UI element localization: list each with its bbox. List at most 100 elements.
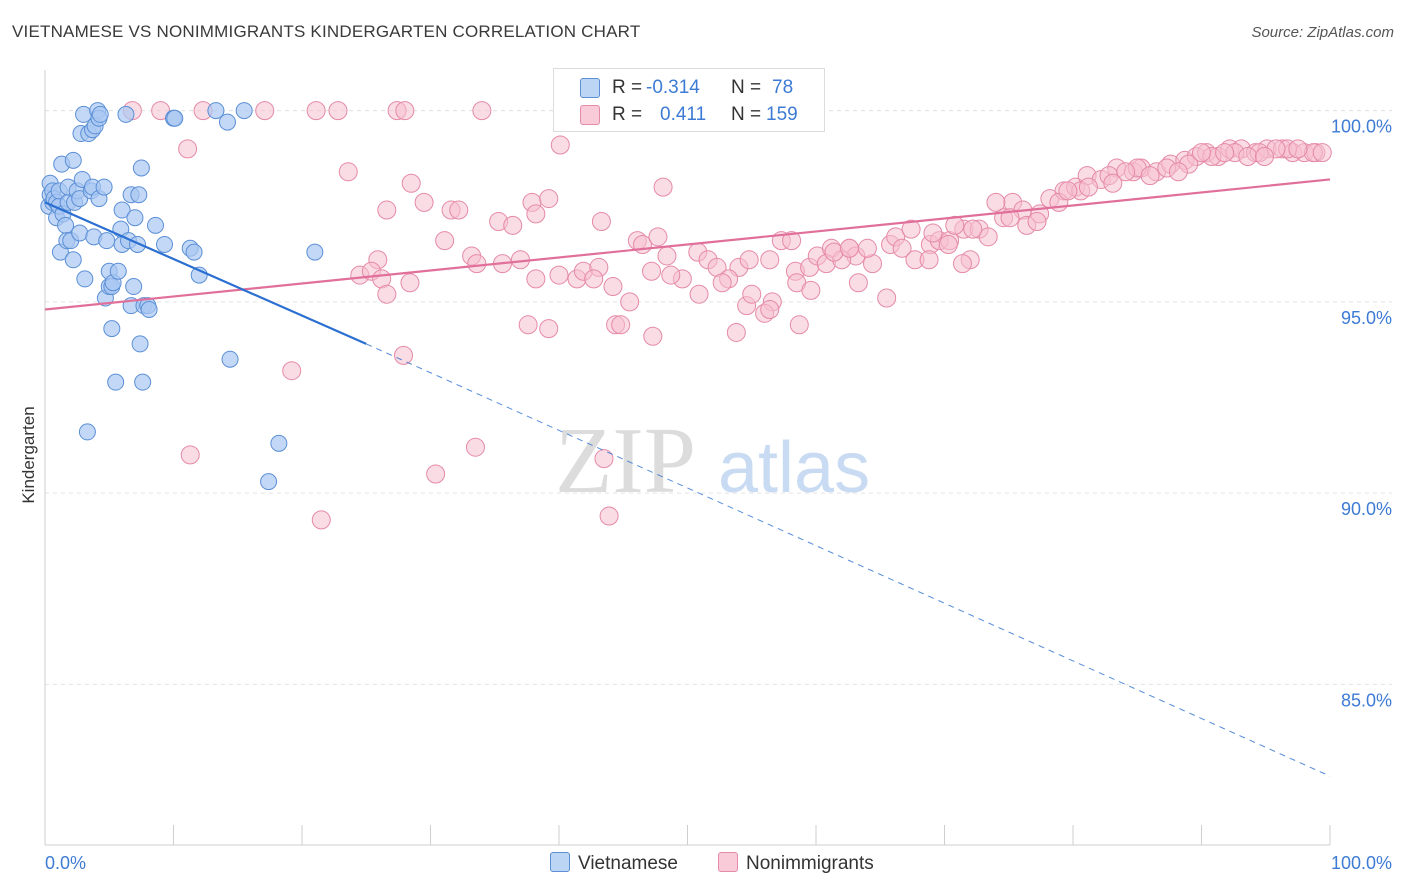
nonimmigrants-point: [377, 284, 397, 304]
nonimmigrants-point: [643, 326, 663, 346]
vietnamese-point: [95, 178, 113, 196]
nonimmigrants-point: [739, 250, 759, 270]
vietnamese-point: [109, 262, 127, 280]
vietnamese-point: [103, 320, 121, 338]
nonimmigrants-point: [539, 189, 559, 209]
n-label: N =: [731, 77, 762, 98]
n-value-vietnamese: 78: [772, 77, 794, 98]
nonimmigrants-point: [963, 219, 983, 239]
r-value-nonimmigrants: 0.411: [660, 104, 707, 125]
nonimmigrants-point: [620, 292, 640, 312]
n-value-nonimmigrants: 159: [766, 104, 798, 125]
vietnamese-swatch: [580, 78, 600, 98]
nonimmigrants-point: [306, 101, 326, 121]
vietnamese-trend-extension: [366, 343, 1331, 777]
nonimmigrants-point: [1027, 212, 1047, 232]
vietnamese-point: [107, 373, 125, 391]
nonimmigrants-point: [394, 345, 414, 365]
vietnamese-point: [76, 270, 94, 288]
nonimmigrants-point: [255, 101, 275, 121]
nonimmigrants-point: [978, 227, 998, 247]
nonimmigrants-point: [503, 215, 523, 235]
nonimmigrants-point: [401, 173, 421, 193]
nonimmigrants-point: [311, 510, 331, 530]
nonimmigrants-point: [877, 288, 897, 308]
nonimmigrants-point: [648, 227, 668, 247]
nonimmigrants-point: [1238, 147, 1258, 166]
vietnamese-trend-line: [44, 201, 367, 345]
nonimmigrants-point: [178, 139, 198, 159]
nonimmigrants-point: [1103, 173, 1123, 193]
watermark-atlas: atlas: [718, 428, 870, 508]
nonimmigrants-point: [426, 464, 446, 484]
vietnamese-point: [98, 232, 116, 250]
r-label: R =: [612, 77, 643, 98]
nonimmigrants-point: [526, 204, 546, 224]
r-label: R =: [612, 104, 643, 125]
nonimmigrants-point: [801, 280, 821, 300]
nonimmigrants-point: [414, 192, 434, 212]
nonimmigrants-trend-line: [44, 178, 1331, 311]
nonimmigrants-point: [435, 231, 455, 251]
nonimmigrants-point: [1140, 166, 1160, 186]
vietnamese-point: [147, 216, 165, 234]
vietnamese-point: [166, 109, 184, 127]
nonimmigrants-point: [938, 234, 958, 254]
nonimmigrants-point: [657, 246, 677, 266]
nonimmigrants-point: [857, 238, 877, 258]
trend-lines: [44, 178, 1331, 777]
bottom-legend-vietnamese: Vietnamese: [550, 852, 678, 875]
nonimmigrants-point: [591, 212, 611, 232]
vietnamese-point: [306, 243, 324, 261]
bottom-legend-nonimmigrants: Nonimmigrants: [718, 852, 874, 875]
nonimmigrants-point: [653, 177, 673, 197]
correlation-legend: R = -0.314 N = 78 R = 0.411 N = 159: [553, 68, 825, 132]
nonimmigrants-point: [1312, 143, 1332, 163]
nonimmigrants-point: [1215, 143, 1235, 163]
y-tick-label: 95.0%: [1341, 308, 1392, 328]
watermark: ZIP atlas: [555, 409, 870, 513]
vietnamese-point: [117, 105, 135, 123]
nonimmigrants-point: [594, 449, 614, 469]
nonimmigrants-point: [712, 273, 732, 293]
source-label: Source: ZipAtlas.com: [1251, 24, 1394, 41]
nonimmigrants-point: [689, 284, 709, 304]
nonimmigrants-point: [395, 101, 415, 121]
legend-row-vietnamese: R = -0.314 N = 78: [554, 74, 824, 102]
nonimmigrants-point: [611, 315, 631, 335]
nonimmigrants-point: [892, 238, 912, 258]
vietnamese-point: [78, 423, 96, 441]
vietnamese-point: [131, 335, 149, 353]
nonimmigrants-point: [472, 101, 492, 121]
y-tick-label: 85.0%: [1341, 690, 1392, 710]
nonimmigrants-point: [742, 284, 762, 304]
nonimmigrants-point: [923, 223, 943, 243]
vietnamese-point: [64, 251, 82, 269]
nonimmigrants-point: [549, 265, 569, 285]
nonimmigrants-point: [328, 101, 348, 121]
chart-title: VIETNAMESE VS NONIMMIGRANTS KINDERGARTEN…: [12, 22, 641, 41]
vietnamese-point: [57, 216, 75, 234]
nonimmigrants-legend-swatch: [718, 852, 738, 872]
x-tick-label: 0.0%: [45, 853, 86, 873]
nonimmigrants-point: [338, 162, 358, 182]
vietnamese-point: [125, 278, 143, 296]
nonimmigrants-point: [1288, 139, 1308, 159]
nonimmigrants-legend-label: Nonimmigrants: [746, 853, 874, 874]
nonimmigrants-point: [449, 200, 469, 220]
vietnamese-legend-label: Vietnamese: [578, 853, 678, 874]
nonimmigrants-point: [539, 319, 559, 339]
nonimmigrants-swatch: [580, 105, 600, 125]
nonimmigrants-point: [550, 135, 570, 155]
nonimmigrants-point: [1116, 162, 1136, 182]
vietnamese-point: [140, 301, 158, 318]
nonimmigrants-point: [467, 254, 487, 274]
vietnamese-point: [270, 434, 288, 452]
nonimmigrants-point: [282, 361, 302, 381]
nonimmigrants-point: [1078, 177, 1098, 197]
nonimmigrants-point: [839, 238, 859, 258]
nonimmigrants-point: [986, 192, 1006, 212]
nonimmigrants-point: [151, 101, 171, 121]
y-tick-label: 100.0%: [1331, 117, 1392, 137]
